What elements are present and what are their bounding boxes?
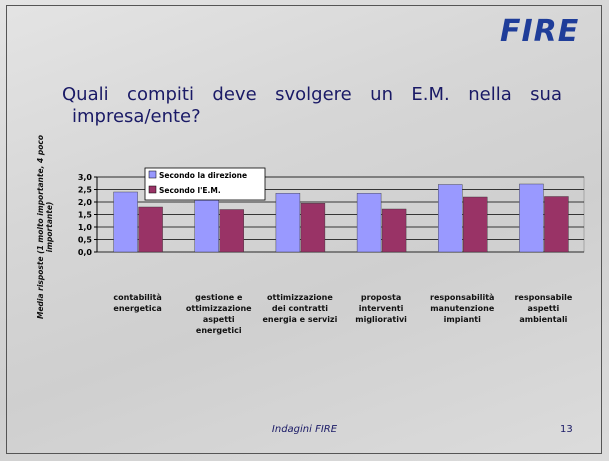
slide-frame — [6, 5, 602, 454]
bar — [381, 208, 407, 253]
bar — [219, 209, 244, 253]
y-tick-label: 2,0 — [78, 198, 93, 207]
y-tick-label: 3,0 — [78, 173, 93, 182]
bar — [519, 183, 544, 253]
x-tick-label: responsabile aspetti ambientali — [514, 293, 573, 324]
x-tick-label: gestione e ottimizzazione aspetti energe… — [185, 293, 252, 335]
y-tick-label: 0,0 — [78, 248, 93, 257]
y-tick-label: 1,0 — [78, 223, 93, 232]
y-tick-label: 2,5 — [78, 186, 93, 195]
slide-title: Quali compiti deve svolgere un E.M. nell… — [62, 84, 562, 127]
bar — [113, 191, 138, 253]
bar — [463, 196, 488, 253]
bar — [194, 195, 219, 253]
x-tick-label: responsabilità manutenzione impianti — [430, 293, 495, 324]
y-tick-label: 0,5 — [78, 236, 93, 245]
logo: FIRE — [500, 14, 580, 49]
footer: Indagini FIRE — [271, 424, 338, 435]
legend-label: Secondo la direzione — [159, 171, 247, 180]
bar — [300, 203, 326, 253]
x-tick-label: contabilità energetica — [113, 293, 162, 313]
x-tick-label: proposta interventi migliorativi — [355, 293, 407, 324]
x-tick-label: ottimizzazione dei contratti energia e s… — [262, 293, 338, 324]
legend-swatch — [148, 170, 157, 179]
y-tick-label: 1,5 — [78, 211, 93, 220]
bar — [438, 184, 463, 253]
legend-label: Secondo l'E.M. — [159, 186, 221, 195]
page-number: 13 — [560, 424, 573, 435]
bar — [138, 206, 163, 253]
bar — [275, 193, 301, 253]
legend-box — [144, 167, 266, 201]
legend-swatch — [148, 185, 157, 194]
bar — [356, 193, 382, 253]
bar — [544, 196, 569, 253]
